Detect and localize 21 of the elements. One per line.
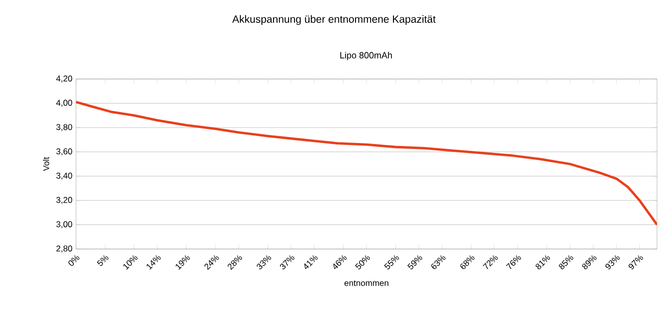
x-tick-label: 41% [304, 255, 318, 270]
x-tick-label: 0% [68, 255, 80, 266]
x-tick-label: 76% [506, 255, 522, 270]
x-tick-label: 46% [333, 255, 347, 270]
x-tick-label: 63% [431, 255, 446, 270]
x-axis-title: entnommen [344, 280, 388, 286]
chart-title: Akkuspannung über entnommene Kapazität [232, 15, 436, 25]
y-tick-label: 3,20 [56, 196, 72, 204]
x-tick-label: 5% [96, 255, 108, 266]
y-tick-label: 3,80 [56, 124, 72, 132]
y-tick-label: 3,40 [56, 172, 72, 180]
x-tick-label: 72% [482, 255, 498, 270]
y-tick-label: 4,00 [56, 100, 72, 107]
chart-subtitle: Lipo 800mAh [340, 52, 392, 60]
y-tick-label: 2,80 [56, 246, 72, 252]
x-tick-label: 68% [460, 255, 475, 270]
y-tick-label: 3,00 [56, 221, 72, 228]
line-series [76, 100, 658, 226]
y-tick-label: 4,20 [56, 76, 72, 82]
y-axis-title: Volt [42, 156, 50, 172]
y-tick-label: 3,60 [56, 148, 72, 156]
